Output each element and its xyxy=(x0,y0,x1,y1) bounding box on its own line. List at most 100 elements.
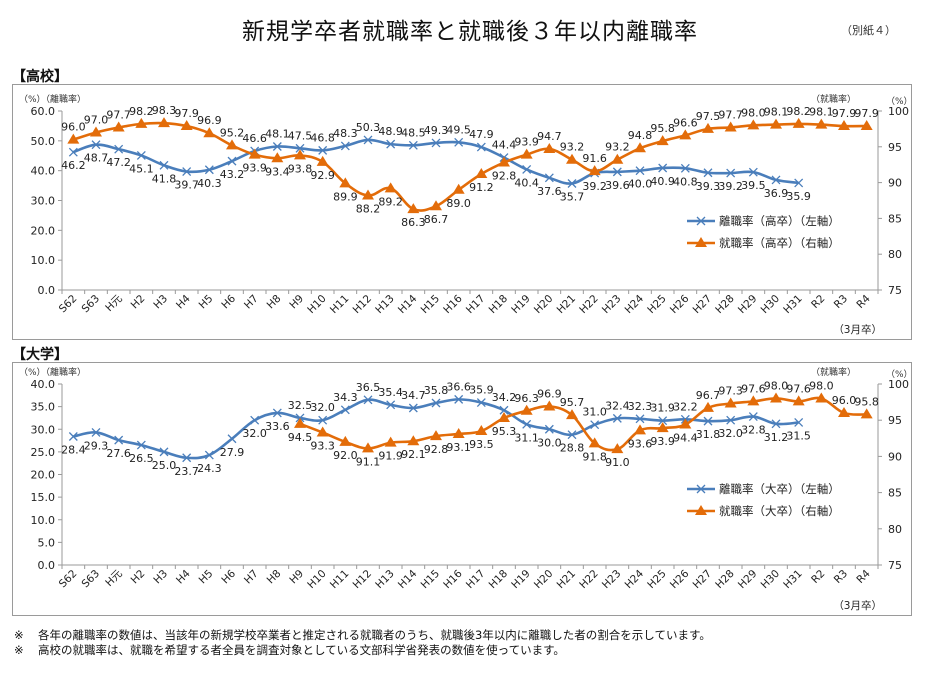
data-label: 91.2 xyxy=(469,181,494,194)
data-point-marker xyxy=(114,144,124,154)
x-axis-tick-label: R4 xyxy=(854,567,873,586)
data-point-marker xyxy=(522,419,532,429)
data-point-marker xyxy=(158,117,170,128)
data-label: 93.6 xyxy=(628,437,653,450)
x-axis-tick-label: H10 xyxy=(305,293,329,317)
data-point-marker xyxy=(567,430,577,440)
data-point-marker xyxy=(588,165,601,176)
data-label: 97.3 xyxy=(718,385,743,398)
x-axis-tick-label: H25 xyxy=(645,568,669,592)
data-label: 91.6 xyxy=(582,152,607,165)
data-label: 32.2 xyxy=(673,400,698,413)
data-label: 93.9 xyxy=(650,435,675,448)
x-axis-tick-label: H18 xyxy=(487,293,511,317)
right-axis-title: （就職率） xyxy=(811,93,856,105)
left-axis-tick-label: 20.0 xyxy=(31,469,56,482)
x-axis-tick-label: H31 xyxy=(781,293,805,317)
data-label: 40.0 xyxy=(628,178,653,191)
data-label: 35.4 xyxy=(378,386,403,399)
legend-marker-triangle-icon xyxy=(695,505,707,515)
right-axis-tick-label: 85 xyxy=(888,487,902,500)
data-point-marker xyxy=(204,450,214,460)
data-label: 32.5 xyxy=(288,399,313,412)
data-label: 36.9 xyxy=(764,187,789,200)
left-axis-tick-label: 5.0 xyxy=(38,536,56,549)
chart-university: （%）（離職率） （就職率） （%） 0.0 5.0 10.0 15.0 20.0 25.0 30… xyxy=(19,366,913,612)
legend-label: 離職率（高卒）（左軸） xyxy=(719,214,840,228)
x-axis-tick-label: H5 xyxy=(197,568,216,587)
data-point-marker xyxy=(271,152,284,163)
data-label: 39.5 xyxy=(741,179,766,192)
data-point-marker xyxy=(318,145,328,155)
data-point-marker xyxy=(452,427,465,438)
x-axis-tick-label: H12 xyxy=(351,293,375,317)
data-point-marker xyxy=(860,120,873,131)
note-mark: ※ xyxy=(14,643,24,657)
data-point-marker xyxy=(226,139,238,150)
data-label: 46.2 xyxy=(61,159,86,172)
data-label: 45.1 xyxy=(129,162,154,175)
data-point-marker xyxy=(611,153,624,164)
data-point-marker xyxy=(363,135,373,145)
x-axis-tick-label: H29 xyxy=(736,568,760,592)
section-label-university: 【大学】 xyxy=(12,347,68,363)
data-point-marker xyxy=(407,203,420,214)
data-label: 24.3 xyxy=(197,462,222,475)
data-label: 47.5 xyxy=(288,129,313,142)
x-axis-tick-label: H10 xyxy=(305,568,329,592)
data-label: 27.9 xyxy=(220,446,245,459)
data-point-marker xyxy=(295,143,305,153)
data-point-marker xyxy=(815,392,828,403)
data-label: 94.5 xyxy=(288,431,313,444)
data-point-marker xyxy=(567,179,577,188)
chart-frame-high-school: （%）（離職率） （就職率） （%） 0.0 10.0 20.0 30.0 40.0 50.0 6… xyxy=(12,84,913,340)
data-label: 32.3 xyxy=(628,400,653,413)
data-label: 93.4 xyxy=(265,165,290,178)
data-label: 23.7 xyxy=(174,465,199,478)
footnote: ※ 各年の離職率の数値は、当該年の新規学校卒業者と推定される就職者のうち、就職後3… xyxy=(14,628,711,643)
data-point-marker xyxy=(408,140,418,150)
data-label: 46.6 xyxy=(242,132,267,145)
right-axis-tick-label: 75 xyxy=(888,284,902,297)
data-point-marker xyxy=(386,400,396,410)
data-label: 98.1 xyxy=(764,106,789,119)
data-point-marker xyxy=(680,163,690,173)
data-point-marker xyxy=(747,119,760,130)
data-label: 97.9 xyxy=(854,107,879,120)
data-label: 50.3 xyxy=(356,121,381,134)
data-point-marker xyxy=(520,404,533,415)
data-label: 29.3 xyxy=(84,439,109,452)
x-axis-tick-label: H17 xyxy=(464,568,488,592)
x-axis-tick-label: H21 xyxy=(555,293,579,317)
data-label: 97.0 xyxy=(84,113,109,126)
note-mark: ※ xyxy=(14,628,24,642)
right-axis-tick-label: 75 xyxy=(888,559,902,572)
data-label: 34.2 xyxy=(492,391,517,404)
legend-marker-triangle-icon xyxy=(695,237,707,247)
x-axis-tick-label: H元 xyxy=(103,292,125,314)
x-axis-tick-label: S63 xyxy=(79,293,102,316)
data-point-marker xyxy=(566,409,578,420)
data-label: 43.2 xyxy=(220,168,245,181)
x-axis-tick-label: S63 xyxy=(79,568,102,591)
x-axis-tick-label: H11 xyxy=(328,293,352,317)
x-axis-tick-label: H3 xyxy=(151,293,170,312)
data-point-marker xyxy=(702,401,714,412)
data-label: 48.5 xyxy=(401,126,426,139)
data-point-marker xyxy=(724,121,737,132)
left-axis-title: （%）（離職率） xyxy=(19,366,86,378)
data-point-marker xyxy=(794,418,804,427)
x-axis-tick-label: H20 xyxy=(532,568,556,592)
left-axis-tick-label: 20.0 xyxy=(31,224,56,237)
data-label: 47.9 xyxy=(469,128,494,141)
data-label: 40.8 xyxy=(673,175,698,188)
data-point-marker xyxy=(430,200,442,211)
data-point-marker xyxy=(272,142,282,151)
x-axis-tick-label: H28 xyxy=(713,293,737,317)
data-label: 28.4 xyxy=(61,443,86,456)
data-label: 91.8 xyxy=(582,450,607,463)
data-label: 40.9 xyxy=(650,175,675,188)
x-axis-tick-label: H24 xyxy=(623,567,647,591)
x-unit-note: （3月卒） xyxy=(833,323,882,336)
left-axis-tick-label: 25.0 xyxy=(31,446,56,459)
